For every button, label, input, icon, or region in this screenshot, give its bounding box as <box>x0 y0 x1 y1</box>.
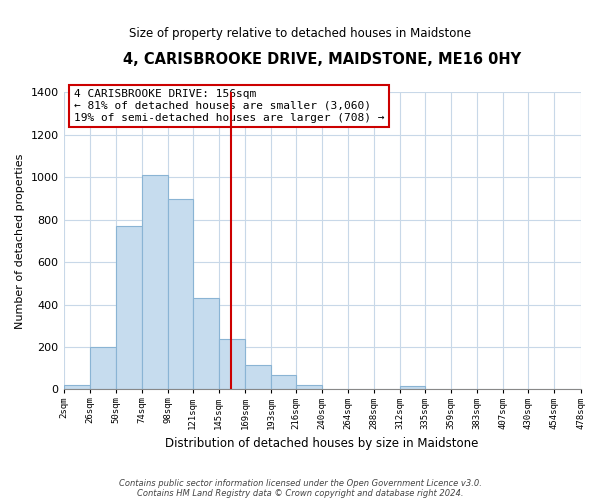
Bar <box>116 226 142 390</box>
X-axis label: Distribution of detached houses by size in Maidstone: Distribution of detached houses by size … <box>166 437 479 450</box>
Bar <box>400 386 425 390</box>
Bar <box>271 374 296 390</box>
Title: 4, CARISBROOKE DRIVE, MAIDSTONE, ME16 0HY: 4, CARISBROOKE DRIVE, MAIDSTONE, ME16 0H… <box>123 52 521 68</box>
Text: 4 CARISBROOKE DRIVE: 156sqm
← 81% of detached houses are smaller (3,060)
19% of : 4 CARISBROOKE DRIVE: 156sqm ← 81% of det… <box>74 90 385 122</box>
Bar <box>168 200 193 390</box>
Text: Size of property relative to detached houses in Maidstone: Size of property relative to detached ho… <box>129 28 471 40</box>
Bar <box>64 385 89 390</box>
Bar <box>193 298 219 390</box>
Bar <box>142 175 168 390</box>
Bar <box>89 347 116 390</box>
Y-axis label: Number of detached properties: Number of detached properties <box>15 153 25 328</box>
Bar <box>219 338 245 390</box>
Text: Contains HM Land Registry data © Crown copyright and database right 2024.: Contains HM Land Registry data © Crown c… <box>137 488 463 498</box>
Bar <box>296 385 322 390</box>
Bar <box>245 365 271 390</box>
Text: Contains public sector information licensed under the Open Government Licence v3: Contains public sector information licen… <box>119 478 481 488</box>
